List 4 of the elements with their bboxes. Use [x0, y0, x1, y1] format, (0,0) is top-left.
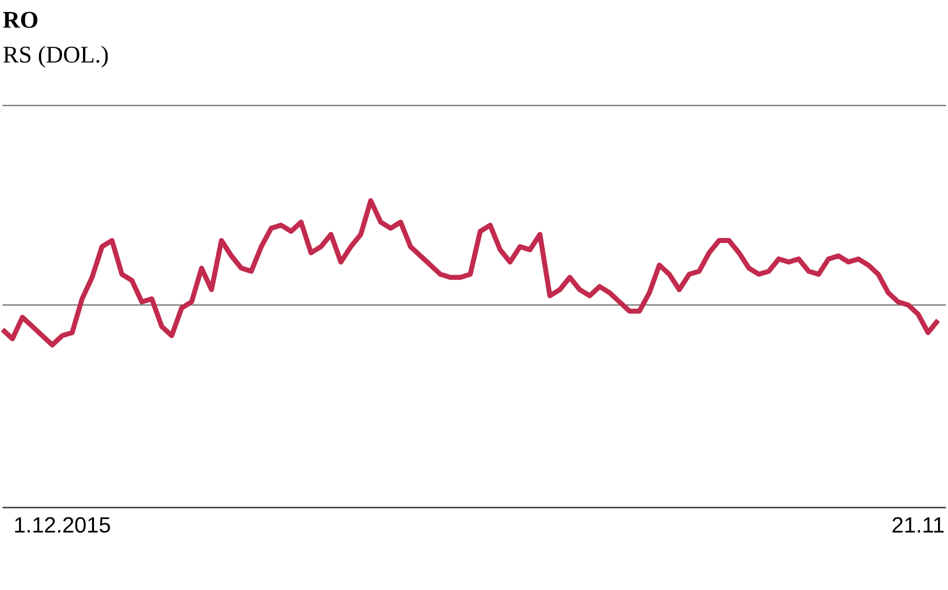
chart-title: RO	[3, 12, 38, 28]
chart-subtitle: RS (DOL.)	[3, 46, 108, 68]
x-tick-label: 21.11	[892, 517, 944, 532]
x-tick-label: 1.12.2015	[15, 517, 110, 533]
